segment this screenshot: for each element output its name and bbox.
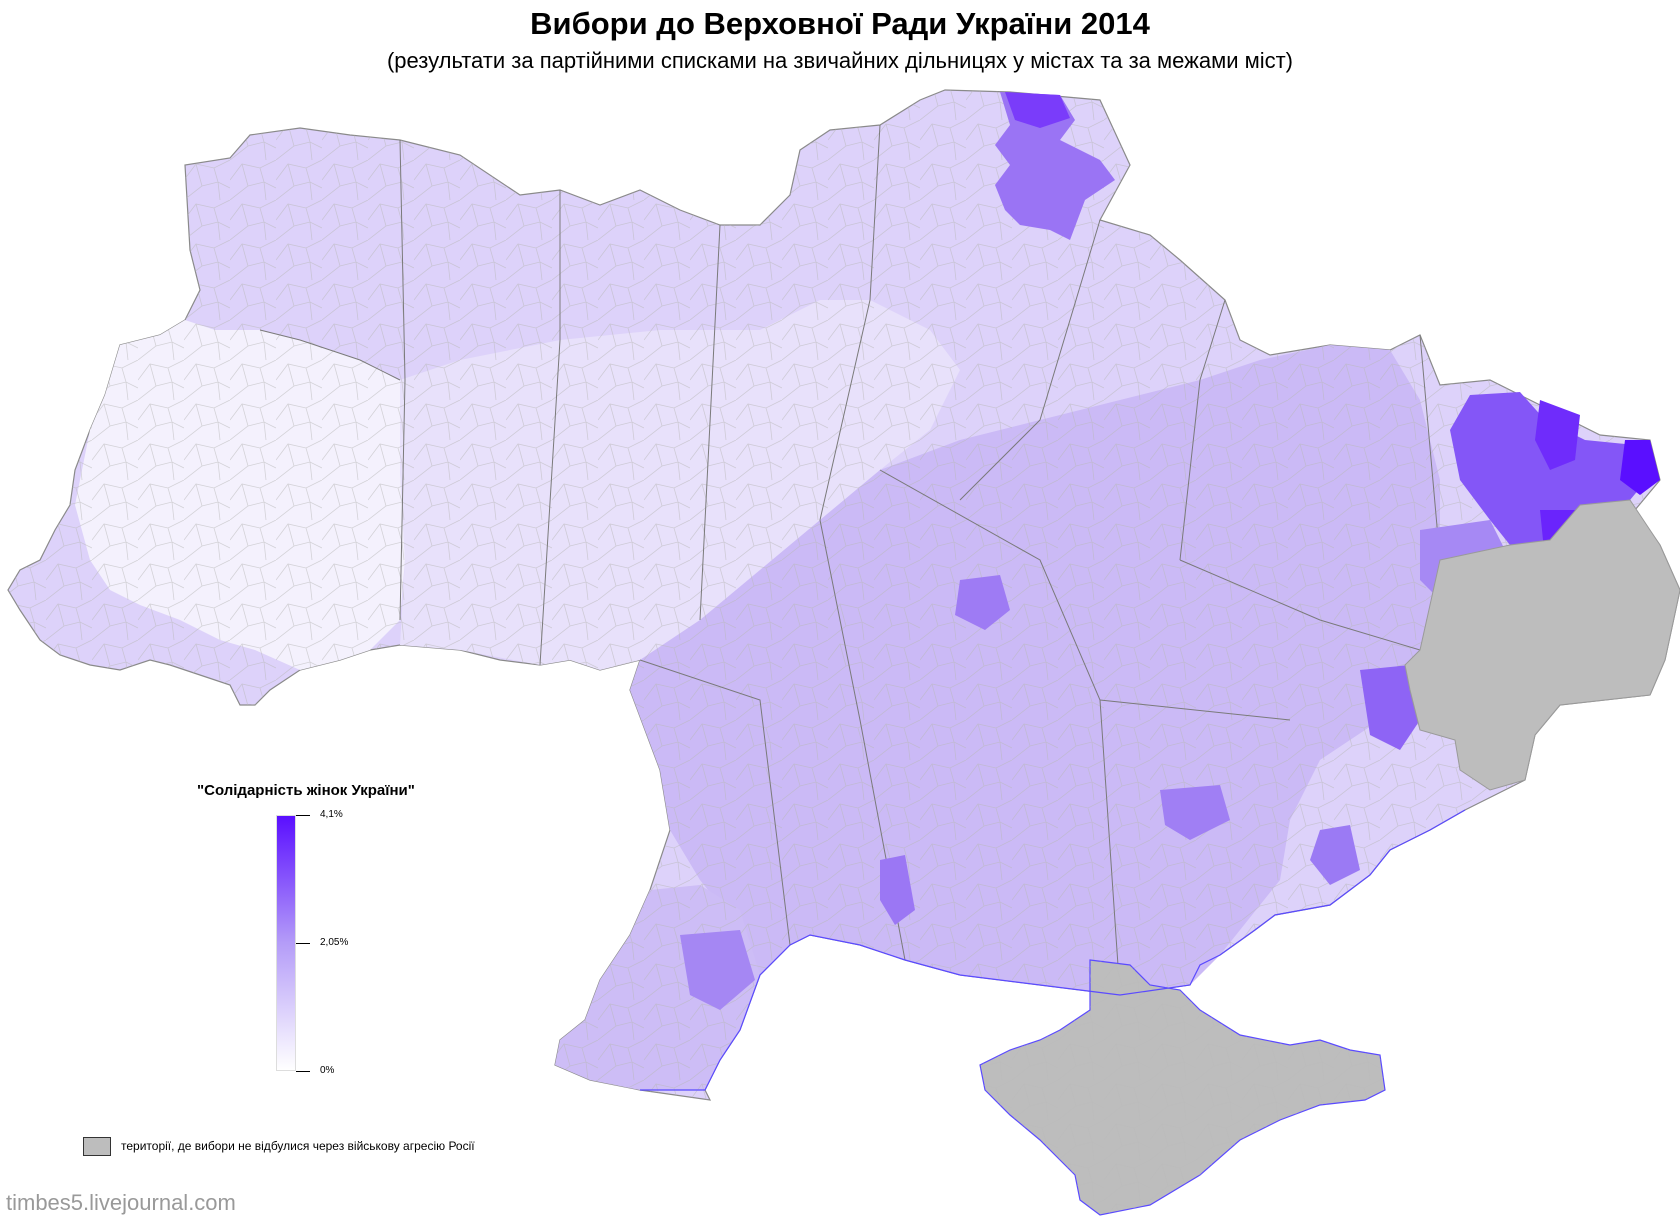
oblast-borders (259, 124, 1441, 996)
map-subtitle: (результати за партійними списками на зв… (386, 48, 1294, 73)
kirovohrad-hotspot (955, 575, 1010, 630)
legend-tick-mid (296, 943, 310, 944)
legend-title: "Солідарність жінок України" (197, 782, 415, 799)
luhansk-east-district (1535, 400, 1580, 470)
donetsk-west-district (1360, 665, 1420, 750)
map-title: Вибори до Верховної Ради України 2014 (530, 6, 1150, 41)
legend-tick-min (296, 1071, 310, 1072)
district-borders (8, 90, 1680, 1100)
no-data-swatch (83, 1137, 111, 1156)
coastline (640, 809, 1466, 1091)
luhansk-peak-district (1620, 440, 1660, 495)
occupied-donbas (1404, 499, 1680, 791)
legend-min-label: 0% (320, 1065, 335, 1076)
high-share-districts (680, 92, 1660, 1010)
odesa-south-hotspot (680, 930, 755, 1010)
no-data-label: території, де вибори не відбулися через … (121, 1139, 475, 1153)
legend-color-scale (276, 815, 296, 1071)
chernihiv-north-hotspot (995, 92, 1115, 240)
dnipro-hotspot (1160, 785, 1230, 840)
chernihiv-peak-district (1005, 92, 1070, 128)
zaporizhzhia-east-district (1310, 825, 1360, 885)
legend-tick-max (296, 815, 310, 816)
mykolaiv-hotspot (880, 855, 915, 925)
legend-max-label: 4,1% (320, 809, 343, 820)
legend-mid-label: 2,05% (320, 937, 349, 948)
crimea-district-borders (980, 960, 1385, 1215)
credit-watermark: timbes5.livejournal.com (6, 1190, 236, 1215)
